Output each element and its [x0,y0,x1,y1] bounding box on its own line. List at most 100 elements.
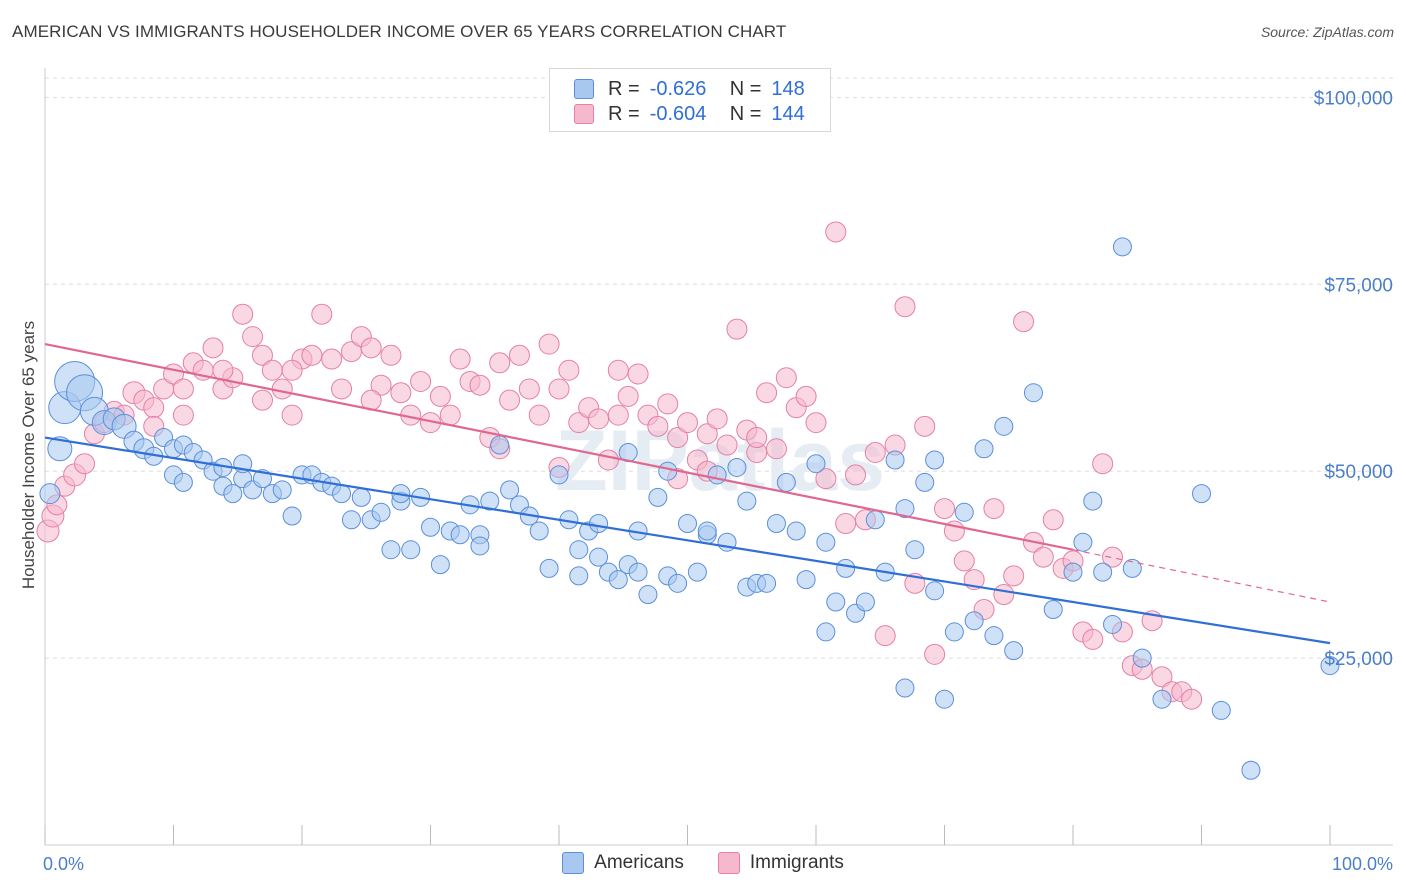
americans-point [707,465,727,485]
bottom-legend: Americans Immigrants [0,852,1406,874]
y-tick-label: $50,000 [1324,462,1393,483]
legend-row-immigrants: R = -0.604 N = 144 [574,102,805,126]
americans-point [282,506,302,526]
immigrants-point [588,408,610,430]
americans-point [608,570,628,590]
immigrants-point [607,359,629,381]
americans-point [925,581,945,601]
immigrants-point [864,442,886,463]
immigrants-point [894,296,916,318]
immigrants-point [914,415,936,437]
americans-point [1132,648,1152,668]
immigrants-point [281,359,303,381]
bottom-legend-label-americans: Americans [594,852,684,873]
legend-r-value: -0.604 [649,102,707,125]
immigrants-point [489,352,511,374]
americans-point [1103,614,1123,634]
americans-point [500,480,520,500]
immigrants-point [756,382,778,404]
immigrants-point [518,378,540,400]
immigrants-point [232,303,254,325]
x-tick-label: 100.0% [1332,854,1393,874]
immigrants-point [172,378,194,400]
americans-point [954,502,974,522]
bottom-legend-americans[interactable]: Americans [562,852,684,874]
immigrants-point [647,415,669,437]
americans-point [1152,689,1172,709]
immigrants-point [795,385,817,407]
immigrants-point [508,344,530,366]
immigrants-point [331,378,353,400]
americans-points [39,237,1340,780]
americans-point [786,521,806,541]
americans-point [697,521,717,541]
y-tick-label: $25,000 [1324,649,1393,670]
americans-trend-line [44,436,1331,645]
immigrants-point [716,434,738,456]
immigrants-point [449,348,471,370]
americans-point [885,450,905,470]
legend-r-label: R = [608,77,640,100]
immigrants-point [410,370,432,392]
americans-point [47,436,73,462]
americans-point [470,536,490,556]
x-tick-label: 0.0% [43,854,84,874]
bottom-legend-swatch-americans [562,852,585,874]
americans-point [549,465,569,485]
immigrants-point [746,427,768,449]
immigrants-point [706,408,728,430]
americans-point [895,678,915,698]
americans-point [865,510,885,530]
immigrants-point [172,404,194,426]
americans-point [984,626,1004,646]
bottom-legend-immigrants[interactable]: Immigrants [717,852,844,874]
immigrants-point [370,374,392,396]
americans-point [341,510,361,530]
immigrants-point [765,438,787,460]
americans-point [589,514,609,534]
immigrants-point [528,404,550,426]
americans-point [796,570,816,590]
americans-point [855,592,875,612]
americans-point [450,525,470,545]
immigrants-point [1102,546,1124,568]
immigrants-point [617,385,639,407]
y-tick-label: $75,000 [1324,275,1393,296]
immigrants-point [607,404,629,426]
americans-point [1192,484,1211,504]
immigrants-point [597,449,619,471]
americans-point [1211,700,1231,720]
americans-point [816,622,836,642]
americans-point [816,532,836,552]
americans-point [1023,383,1043,403]
americans-point [776,472,796,492]
americans-point [1043,600,1063,619]
immigrants-point [321,348,343,370]
americans-point [648,487,668,507]
immigrants-point [261,359,283,381]
americans-point [994,416,1014,436]
axes [44,68,1393,846]
immigrants-point [627,363,649,385]
x-tick-labels: 0.0% 100.0% [43,854,1393,874]
americans-point [173,472,193,492]
americans-point [401,540,421,560]
americans-point [668,573,688,593]
immigrants-points [36,221,1203,710]
immigrants-point [390,382,412,404]
legend-n-label: N = [729,77,762,100]
immigrants-point [845,464,867,486]
americans-point [39,483,61,505]
americans-point [905,540,925,560]
immigrants-point [251,389,273,411]
source-label: Source: ZipAtlas.com [1260,24,1394,40]
immigrants-point [202,337,224,359]
immigrants-point [815,468,837,490]
immigrants-point [281,404,303,426]
americans-point [806,454,826,474]
immigrants-point [380,344,402,366]
americans-point [1122,558,1142,578]
americans-point [628,562,648,582]
immigrants-point [1042,509,1064,531]
